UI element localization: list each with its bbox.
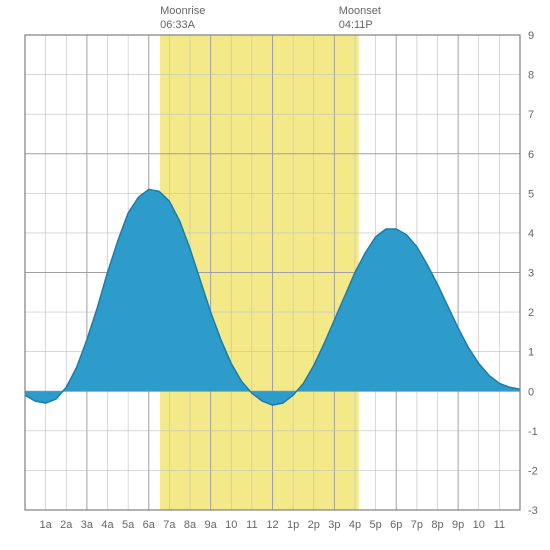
svg-text:3a: 3a — [81, 519, 94, 531]
svg-text:12: 12 — [266, 519, 278, 531]
svg-text:6p: 6p — [390, 519, 402, 531]
svg-text:10: 10 — [473, 519, 485, 531]
svg-text:2p: 2p — [308, 519, 320, 531]
svg-text:7a: 7a — [163, 519, 176, 531]
moonrise-annotation: Moonrise 06:33A — [160, 4, 205, 33]
moonset-title: Moonset — [339, 4, 381, 18]
svg-text:1: 1 — [528, 347, 534, 359]
svg-text:1p: 1p — [287, 519, 299, 531]
svg-text:1a: 1a — [40, 519, 53, 531]
svg-text:5p: 5p — [370, 519, 382, 531]
moonrise-title: Moonrise — [160, 4, 205, 18]
svg-text:8: 8 — [528, 70, 534, 82]
svg-text:-3: -3 — [528, 505, 538, 517]
tide-chart: -3-2-101234567891a2a3a4a5a6a7a8a9a101112… — [0, 0, 550, 550]
svg-text:8a: 8a — [184, 519, 197, 531]
svg-text:11: 11 — [494, 519, 505, 531]
svg-text:2: 2 — [528, 307, 534, 319]
svg-text:9a: 9a — [205, 519, 218, 531]
moonrise-time: 06:33A — [160, 18, 205, 32]
svg-text:-2: -2 — [528, 465, 538, 477]
svg-text:0: 0 — [528, 386, 534, 398]
svg-text:9p: 9p — [452, 519, 464, 531]
svg-text:4p: 4p — [349, 519, 361, 531]
svg-text:-1: -1 — [528, 426, 538, 438]
svg-text:4: 4 — [528, 228, 534, 240]
svg-text:10: 10 — [225, 519, 237, 531]
svg-text:6a: 6a — [143, 519, 156, 531]
svg-text:6: 6 — [528, 149, 534, 161]
chart-svg: -3-2-101234567891a2a3a4a5a6a7a8a9a101112… — [0, 0, 550, 550]
svg-text:5: 5 — [528, 188, 534, 200]
svg-text:11: 11 — [246, 519, 257, 531]
svg-text:5a: 5a — [122, 519, 135, 531]
svg-text:3: 3 — [528, 268, 534, 280]
moonset-time: 04:11P — [339, 18, 381, 32]
svg-text:7: 7 — [528, 109, 534, 121]
svg-text:8p: 8p — [431, 519, 443, 531]
moonset-annotation: Moonset 04:11P — [339, 4, 381, 33]
svg-text:7p: 7p — [411, 519, 423, 531]
svg-text:9: 9 — [528, 30, 534, 42]
svg-text:4a: 4a — [101, 519, 114, 531]
svg-text:3p: 3p — [328, 519, 340, 531]
svg-text:2a: 2a — [60, 519, 73, 531]
